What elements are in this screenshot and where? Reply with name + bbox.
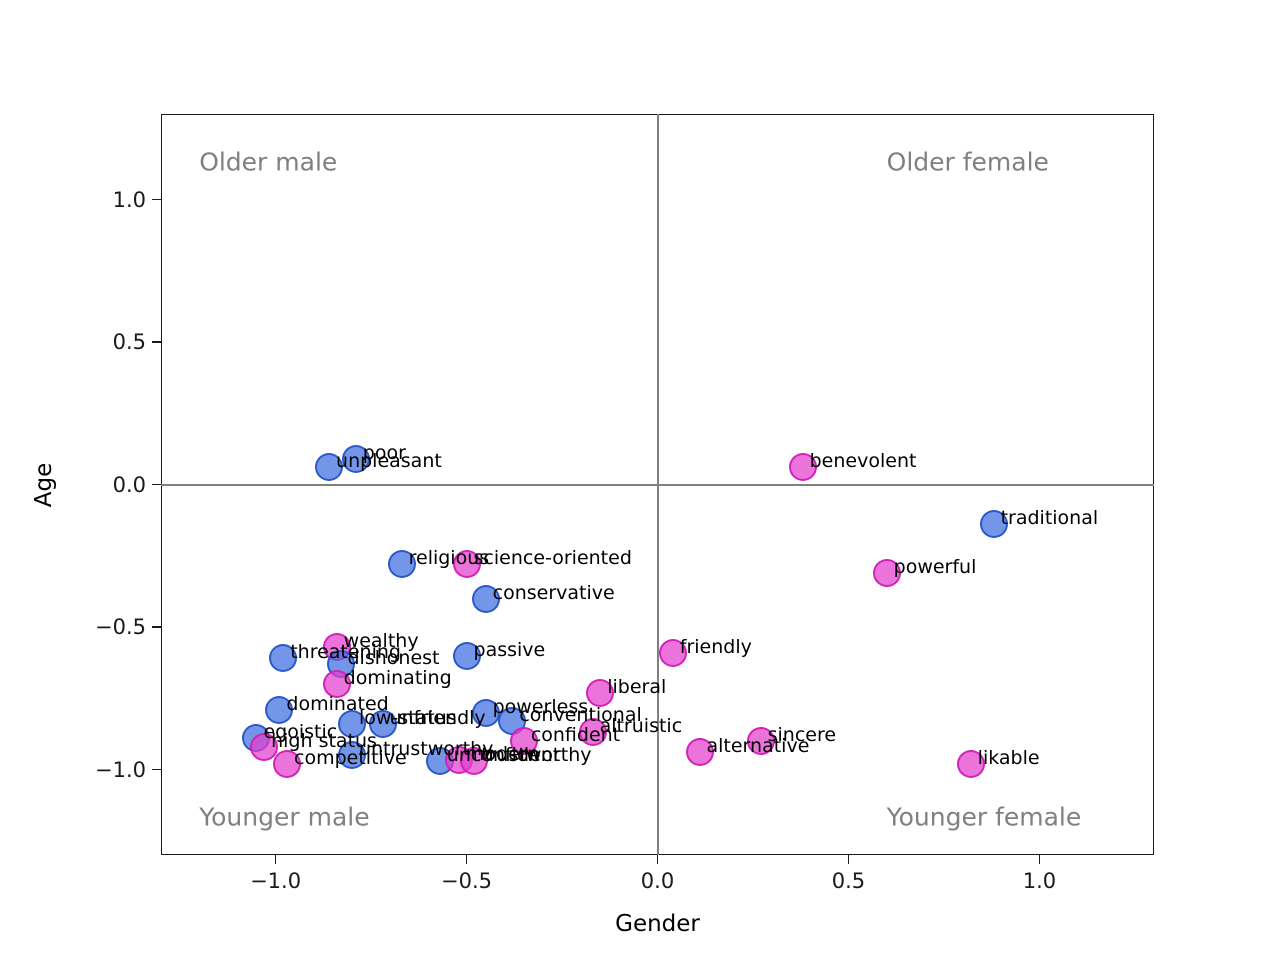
data-point-label: trustworthy [481, 743, 592, 766]
y-zero-line [161, 483, 1154, 486]
data-point-label: unfriendly [389, 706, 486, 729]
y-tick-label: −0.5 [95, 615, 146, 639]
data-point [471, 584, 500, 613]
data-point [250, 732, 279, 761]
x-tick [274, 855, 277, 864]
data-point-label: benevolent [809, 450, 917, 473]
data-point-label: sincere [767, 724, 837, 746]
data-point [509, 727, 538, 755]
x-tick [1038, 855, 1041, 864]
data-point [658, 638, 687, 667]
data-point [265, 695, 294, 724]
data-point-label: dominating [343, 667, 452, 689]
data-point-label: unconfident [446, 743, 561, 766]
y-tick [152, 483, 161, 486]
quadrant-label: Older male [199, 147, 338, 177]
y-tick [152, 768, 161, 771]
y-tick-label: 0.5 [112, 330, 146, 354]
x-tick [656, 855, 659, 864]
data-point [322, 670, 351, 698]
data-point-label: untrustworthy [358, 738, 494, 761]
data-point-label: dishonest [347, 647, 440, 670]
data-point-label: science-oriented [473, 547, 632, 570]
data-point [368, 709, 397, 738]
x-tick-label: 0.0 [640, 869, 675, 893]
data-point-label: traditional [1000, 507, 1099, 530]
x-tick-label: −1.0 [250, 869, 302, 893]
data-point [452, 550, 481, 579]
data-point [685, 738, 714, 767]
data-point-label: threatening [290, 641, 401, 664]
data-point-label: dominated [286, 692, 389, 715]
x-tick [465, 855, 468, 864]
data-point [578, 718, 607, 747]
data-point-label: conservative [492, 581, 615, 604]
data-point [460, 746, 489, 775]
data-point [315, 453, 344, 482]
x-tick [847, 855, 850, 864]
data-point-label: alternative [706, 735, 810, 758]
data-point-label: likable [977, 746, 1040, 769]
x-tick-label: −0.5 [441, 869, 493, 893]
y-axis-title: Age [31, 462, 57, 507]
data-point-label: liberal [607, 675, 667, 698]
data-point [979, 510, 1008, 539]
x-tick-label: 0.5 [831, 869, 866, 893]
data-point [269, 644, 298, 673]
quadrant-label: Older female [886, 147, 1049, 177]
data-point-label: powerless [492, 695, 589, 718]
y-tick [152, 198, 161, 201]
y-tick-label: 0.0 [112, 472, 146, 497]
data-point [341, 444, 370, 473]
quadrant-label: Younger female [886, 802, 1082, 832]
data-point [788, 453, 817, 482]
data-point-label: unpleasant [336, 450, 442, 473]
data-point-label: altruistic [599, 715, 683, 738]
y-tick-label: −1.0 [95, 757, 146, 782]
data-point [452, 641, 481, 670]
x-tick-label: 1.0 [1022, 869, 1057, 893]
data-point-label: conventional [519, 704, 642, 727]
data-point-label: low-status [358, 706, 457, 729]
data-point-label: wealthy [343, 629, 419, 652]
quadrant-label: Younger male [199, 802, 370, 832]
data-point [273, 749, 302, 778]
data-point-label: powerful [893, 555, 977, 578]
data-point [586, 678, 615, 707]
data-point-label: competitive [294, 746, 407, 769]
data-point-label: egoistic [263, 721, 338, 744]
data-point-label: religious [408, 547, 490, 570]
data-point [337, 709, 366, 738]
data-point [956, 749, 985, 778]
data-point [387, 550, 416, 579]
data-point-label: modern [465, 742, 540, 765]
data-point [872, 558, 901, 587]
data-point-label: friendly [679, 635, 752, 658]
y-tick-label: 1.0 [112, 187, 146, 212]
data-point [337, 741, 366, 770]
x-axis-title: Gender [615, 911, 700, 937]
data-point [471, 698, 500, 727]
data-point-label: high status [271, 729, 377, 752]
data-point-label: passive [473, 638, 546, 661]
y-tick [152, 626, 161, 628]
data-point-label: poor [362, 441, 406, 464]
data-point-label: confident [530, 724, 621, 746]
y-tick [152, 341, 161, 343]
data-point [746, 727, 775, 755]
